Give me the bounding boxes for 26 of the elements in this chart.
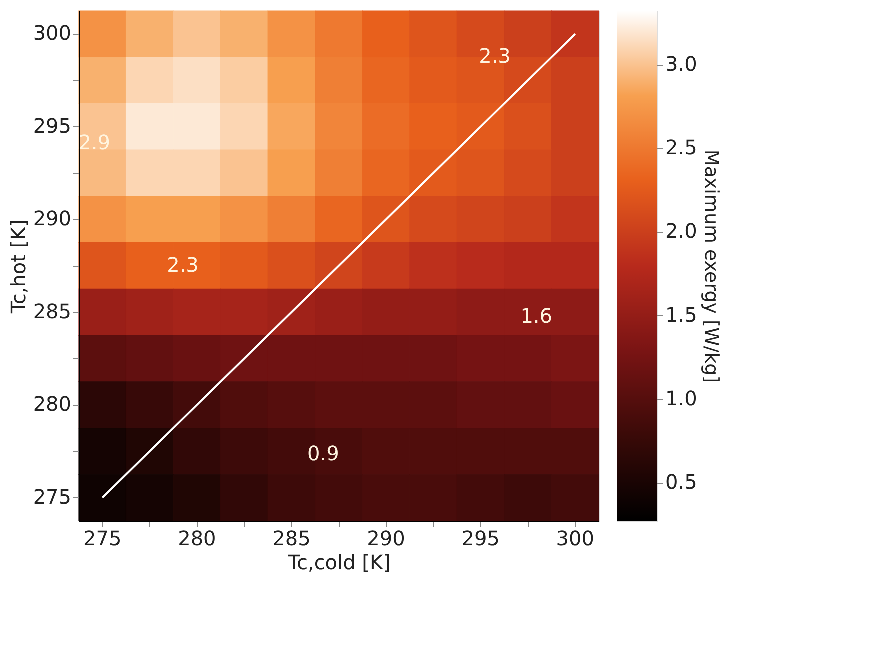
annotation: 1.6 (520, 304, 553, 328)
annotation: 2.3 (167, 253, 199, 277)
color-bar-label: 3.0 (666, 52, 698, 76)
color-bar-label: 1.5 (666, 302, 698, 327)
color-bar-label: 2.5 (666, 136, 698, 160)
x-tick-label: 295 (462, 526, 500, 550)
y-tick-label: 280 (33, 392, 72, 416)
y-axis-title: Tc,hot [K] (6, 219, 30, 315)
y-tick-label: 295 (33, 114, 72, 138)
x-tick-label: 275 (84, 526, 122, 550)
x-axis-title: Tc,cold [K] (287, 550, 391, 574)
y-tick-label: 300 (33, 21, 72, 46)
y-tick-label: 290 (33, 206, 72, 231)
color-bar-label: 0.5 (666, 470, 698, 494)
x-tick-label: 300 (556, 526, 594, 550)
annotation: 2.3 (479, 44, 511, 68)
color-bar-label: 2.0 (666, 219, 698, 244)
color-bar-title: Maximum exergy [W/kg] (700, 150, 722, 384)
y-tick-label: 275 (33, 484, 72, 509)
annotation: 2.9 (78, 130, 111, 155)
color-bar-label: 1.0 (666, 386, 698, 410)
x-tick-label: 280 (178, 526, 216, 550)
x-tick-label: 285 (272, 526, 311, 550)
y-tick-label: 285 (33, 299, 72, 324)
annotation: 0.9 (307, 442, 340, 466)
x-tick-label: 290 (367, 526, 406, 550)
